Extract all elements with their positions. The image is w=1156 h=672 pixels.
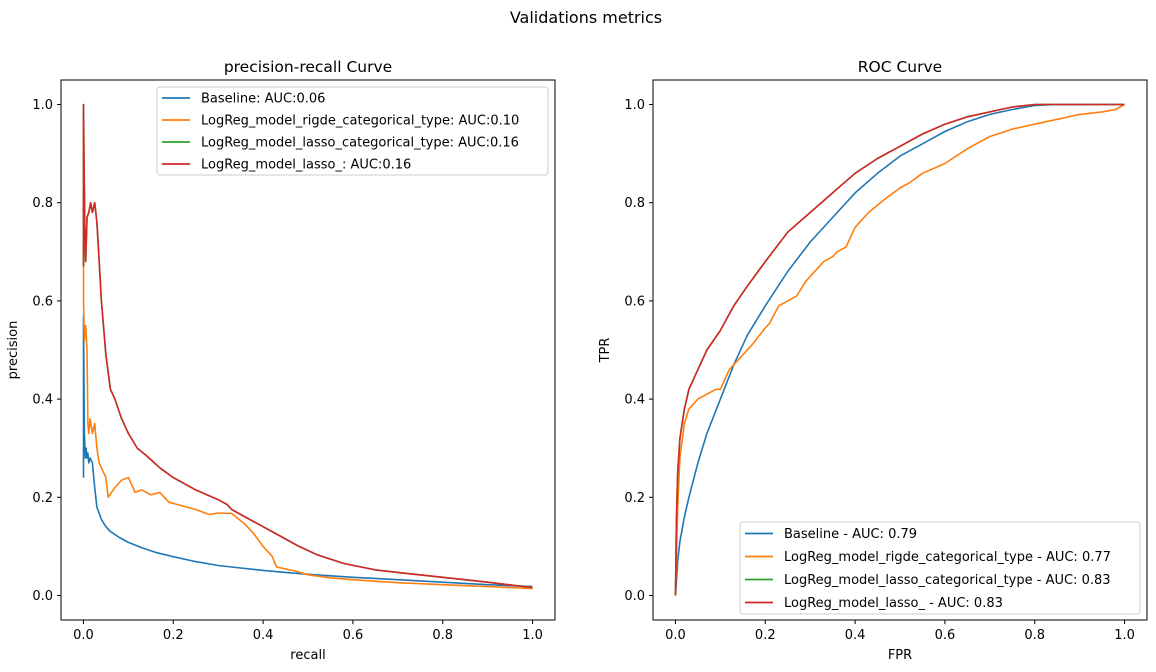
series-line-logreg-model-lasso-categorical-type [82,103,533,589]
y-tick-label: 0.6 [624,294,645,309]
y-axis-label: precision [6,321,21,380]
legend-frame [739,521,1141,615]
y-tick-label: 0.6 [32,294,53,309]
axes-title: ROC Curve [858,58,942,76]
x-tick-label: 0.6 [935,628,956,643]
series-line-baseline [674,103,1125,596]
x-tick-label: 0.4 [845,628,866,643]
series-line-logreg-model-lasso [674,103,1125,596]
x-tick-label: 0.8 [432,628,453,643]
y-tick-label: 0.0 [624,589,645,604]
x-tick-label: 1.0 [522,628,543,643]
legend-frame [156,86,549,176]
y-tick-label: 0.2 [32,491,53,506]
axes-frame [60,79,556,621]
x-tick-label: 0.2 [163,628,184,643]
legend-label: LogReg_model_rigde_categorical_type: AUC… [201,114,519,129]
x-axis-label: FPR [888,648,912,663]
legend-label: LogReg_model_lasso_: AUC:0.16 [201,158,411,173]
axes-frame [652,79,1148,621]
y-axis-label: TPR [598,338,613,364]
axes-title: precision-recall Curve [224,58,392,76]
x-tick-label: 0.0 [665,628,686,643]
series-group [82,103,533,590]
series-line-logreg-model-lasso [82,103,533,589]
legend-label: LogReg_model_lasso_categorical_type: AUC… [201,136,519,151]
x-axis-label: recall [290,648,325,663]
series-group [674,103,1125,596]
y-tick-label: 1.0 [32,98,53,113]
y-tick-label: 0.4 [32,393,53,408]
x-tick-label: 0.2 [755,628,776,643]
legend-label: Baseline: AUC:0.06 [201,92,325,107]
x-tick-label: 0.4 [253,628,274,643]
series-line-baseline [82,314,533,588]
roc-panel: ROC Curve 0.0 0.2 0.4 0.6 0.8 1.0 0.0 0.2 0.4 0.6 0… [598,58,1148,663]
series-line-logreg-model-rigde-categorical-type [674,103,1125,596]
y-tick-label: 0.8 [32,196,53,211]
legend-label: LogReg_model_rigde_categorical_type - AU… [784,550,1111,565]
y-tick-label: 1.0 [624,98,645,113]
x-tick-label: 0.6 [343,628,364,643]
legend: Baseline: AUC:0.06 LogReg_model_rigde_cat… [156,86,549,176]
y-tick-label: 0.8 [624,196,645,211]
legend-label: LogReg_model_lasso_ - AUC: 0.83 [784,596,1003,611]
figure-title: Validations metrics [510,8,662,27]
y-tick-label: 0.0 [32,589,53,604]
x-tick-label: 1.0 [1114,628,1135,643]
legend: Baseline - AUC: 0.79 LogReg_model_rigde_c… [739,521,1141,615]
legend-label: Baseline - AUC: 0.79 [784,527,917,542]
legend-label: LogReg_model_lasso_categorical_type - AU… [784,573,1111,588]
x-tick-label: 0.8 [1024,628,1045,643]
series-line-logreg-model-rigde-categorical-type [82,188,533,590]
precision-recall-panel: precision-recall Curve 0.0 0.2 0.4 0.6 0.8 1.0… [6,58,556,663]
y-tick-label: 0.4 [624,393,645,408]
y-tick-label: 0.2 [624,491,645,506]
x-tick-label: 0.0 [73,628,94,643]
